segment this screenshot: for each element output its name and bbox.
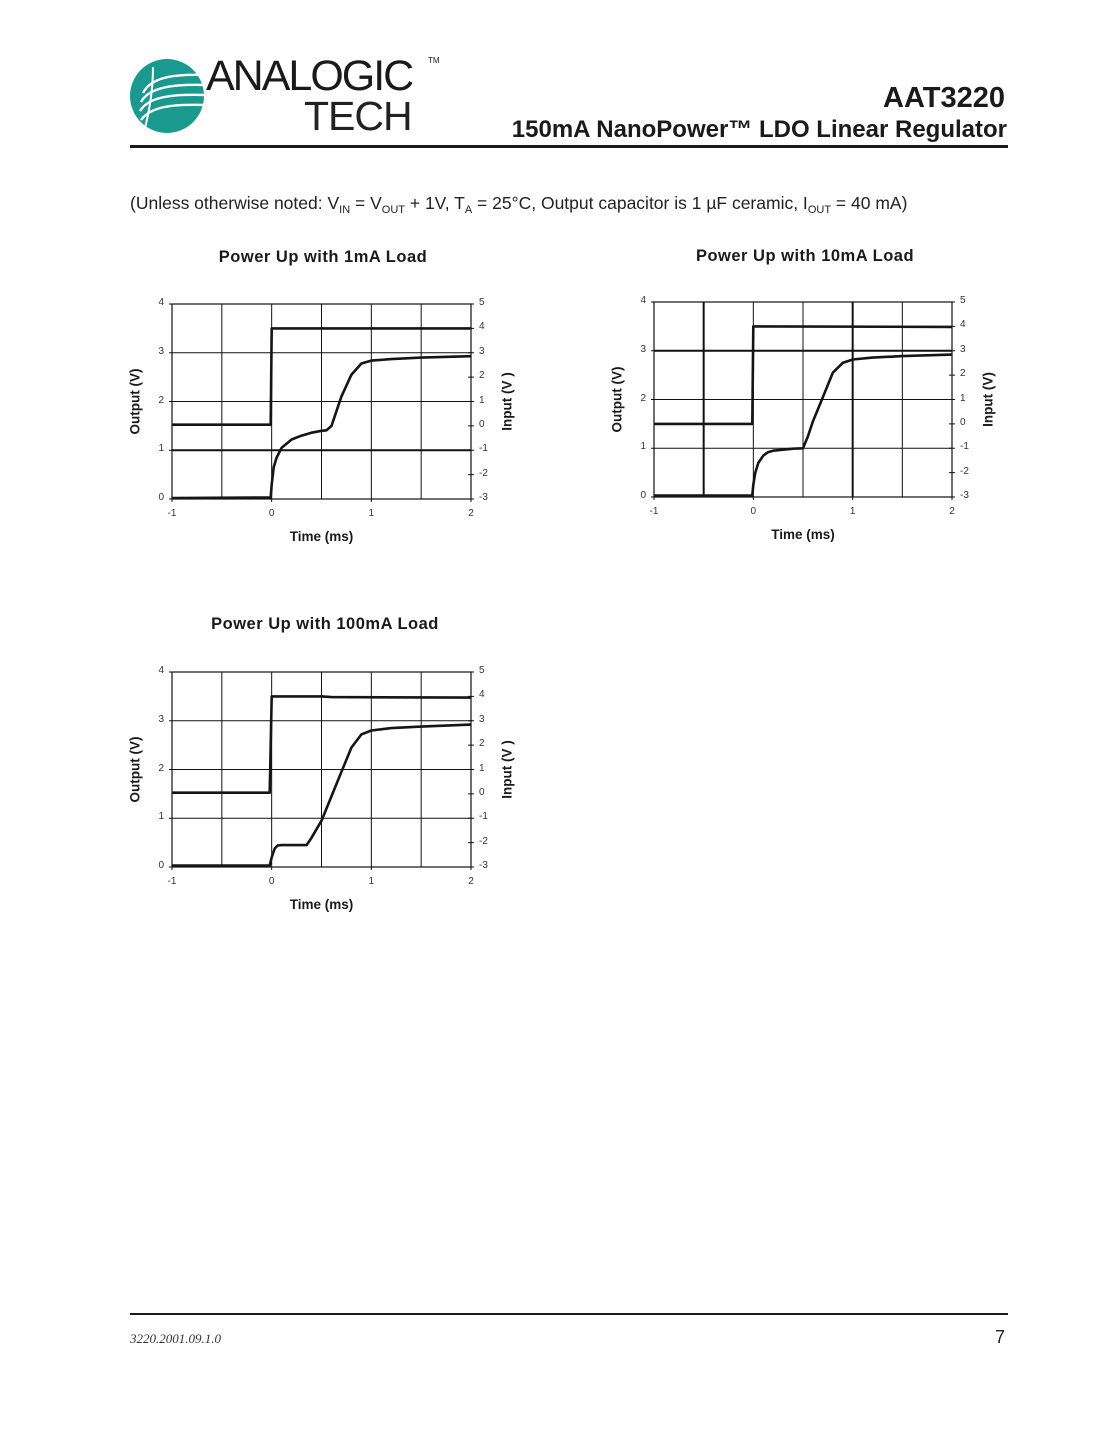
y2-tick-label: 3 [479,345,485,357]
x-tick-label: 2 [949,506,955,517]
y2-tick-label: 2 [960,368,966,380]
y-tick-label: 4 [640,295,646,306]
y2-tick-label: 1 [479,394,485,406]
x-tick-label: -1 [167,876,177,887]
y2-tick-label: 5 [960,295,966,306]
y-tick-label: 4 [158,297,164,308]
logo-trademark: TM [428,56,440,65]
x-axis-label: Time (ms) [289,529,354,544]
x-tick-label: 0 [750,506,757,517]
logo-word-tech: TECH [304,93,413,139]
x-tick-label: 1 [368,508,375,519]
y2-tick-label: 1 [479,762,485,774]
y-axis-label: Output (V) [127,736,143,802]
header-divider [130,145,1008,148]
y2-tick-label: 5 [479,665,485,676]
page-number: 7 [994,1327,1005,1347]
chart-title: Power Up with 100mA Load [211,615,439,633]
footer-divider [130,1313,1008,1315]
y-tick-label: 3 [158,345,164,357]
y-tick-label: 1 [640,441,646,453]
y2-tick-label: -2 [479,835,488,847]
series-input-line [172,695,472,795]
conditions-text: = 25°C, Output capacitor is 1 µF ceramic… [472,193,808,213]
x-tick-label: -1 [167,508,177,519]
y2-tick-label: 0 [479,786,485,798]
x-tick-label: 1 [849,506,856,517]
x-tick-label: 2 [468,508,474,519]
y2-tick-label: -2 [960,465,969,477]
series-output-line [171,354,472,500]
y-tick-label: 2 [640,392,646,404]
test-conditions-note: (Unless otherwise noted: VIN = VOUT + 1V… [130,193,907,216]
x-tick-label: 2 [468,876,474,887]
chart-title: Power Up with 1mA Load [218,248,428,266]
y-tick-label: 4 [158,665,164,676]
y2-tick-label: 4 [479,689,485,701]
subscript: OUT [807,204,832,216]
y2-axis-label: Input (V ) [499,739,515,799]
y2-tick-label: -3 [479,492,488,503]
x-tick-label: 1 [368,876,375,887]
y2-tick-label: 2 [479,370,485,382]
y-tick-label: 0 [158,860,164,871]
logo-word-analogic: ANALOGIC [206,52,414,100]
x-axis-label: Time (ms) [771,527,835,542]
part-number: AAT3220 [883,82,1005,114]
y2-tick-label: 4 [479,321,485,333]
y2-tick-label: 4 [960,319,966,331]
analogic-tech-emblem-icon [130,59,207,133]
x-tick-label: -1 [649,506,659,517]
y2-tick-label: -2 [479,467,488,479]
x-tick-label: 0 [268,508,275,519]
y-tick-label: 0 [640,490,646,501]
y2-tick-label: 2 [479,738,485,750]
y2-tick-label: 3 [479,713,485,725]
subscript: IN [339,204,351,216]
document-id: 3220.2001.09.1.0 [130,1331,221,1346]
y-tick-label: 3 [640,343,646,355]
series-output-line [172,723,472,867]
subscript: A [464,204,473,216]
series-input-line [654,325,953,426]
y2-tick-label: 0 [960,416,966,428]
y2-tick-label: -3 [960,490,969,501]
y2-tick-label: -1 [960,441,969,453]
y-tick-label: 1 [158,443,164,455]
y-tick-label: 0 [158,492,164,503]
x-axis-label: Time (ms) [289,897,354,912]
y2-tick-label: -1 [479,811,488,823]
conditions-text: = V [350,193,382,213]
y-tick-label: 3 [158,713,164,725]
y2-tick-label: 0 [479,418,485,430]
document-subtitle: 150mA NanoPower™ LDO Linear Regulator [511,116,1007,143]
y-tick-label: 1 [158,811,164,823]
y2-tick-label: 3 [960,343,966,355]
x-tick-label: 0 [268,876,275,887]
y2-tick-label: -3 [479,860,488,871]
chart-title: Power Up with 10mA Load [695,247,915,265]
series-output-line [654,353,953,497]
y-tick-label: 2 [158,762,164,774]
subscript: OUT [381,204,405,216]
conditions-text: (Unless otherwise noted: V [130,193,340,213]
y2-tick-label: 1 [960,392,966,404]
y-tick-label: 2 [158,394,164,406]
y2-tick-label: -1 [479,443,488,455]
conditions-text: = 40 mA) [831,193,908,213]
conditions-text: + 1V, T [405,193,465,213]
y2-tick-label: 5 [479,297,485,308]
series-input-line [172,327,471,427]
